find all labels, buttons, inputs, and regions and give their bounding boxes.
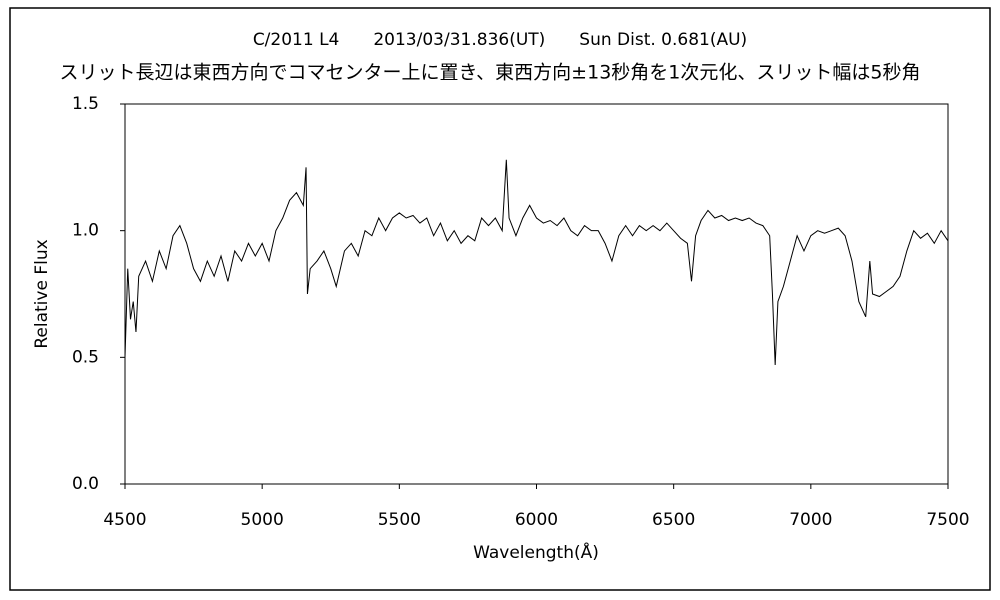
y-axis-label: Relative Flux bbox=[32, 239, 52, 348]
x-axis-label: Wavelength(Å) bbox=[473, 541, 599, 563]
x-tick-label: 7500 bbox=[926, 510, 969, 530]
y-tick-label: 1.5 bbox=[72, 94, 99, 114]
chart-title: C/2011 L4 2013/03/31.836(UT) Sun Dist. 0… bbox=[253, 30, 747, 50]
x-tick-label: 6500 bbox=[652, 510, 695, 530]
x-tick-label: 5500 bbox=[378, 510, 421, 530]
y-tick-label: 1.0 bbox=[72, 221, 99, 241]
chart-subtitle: スリット長辺は東西方向でコマセンター上に置き、東西方向±13秒角を1次元化、スリ… bbox=[60, 62, 921, 84]
y-tick-label: 0.5 bbox=[72, 347, 99, 367]
spectrum-line bbox=[124, 159, 949, 365]
x-tick-label: 5000 bbox=[241, 510, 284, 530]
frame bbox=[9, 7, 991, 591]
y-tick-label: 0.0 bbox=[72, 474, 99, 494]
x-tick-label: 7000 bbox=[789, 510, 832, 530]
x-tick-label: 4500 bbox=[103, 510, 146, 530]
x-tick-label: 6000 bbox=[515, 510, 558, 530]
